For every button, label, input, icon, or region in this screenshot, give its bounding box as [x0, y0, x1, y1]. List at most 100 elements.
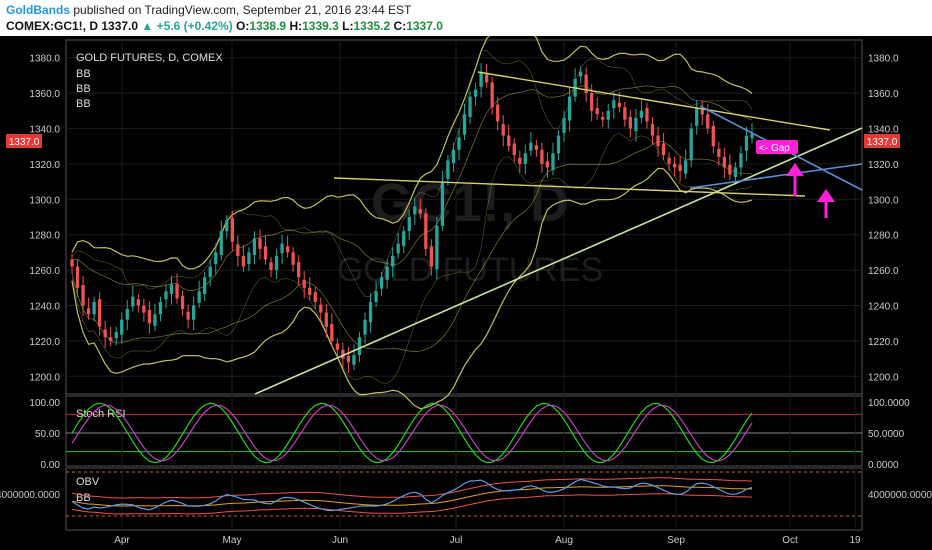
- stoch-tick-label: 50.00: [35, 429, 60, 440]
- candle-body: [186, 311, 190, 320]
- resistance-trendline[interactable]: [477, 71, 831, 131]
- arrow-up-icon[interactable]: [786, 163, 804, 196]
- candle-body: [319, 304, 323, 313]
- candle-body: [462, 114, 467, 135]
- candle-body: [617, 102, 621, 108]
- candle-body: [313, 292, 317, 302]
- candle-body: [236, 244, 240, 256]
- left-price-axis[interactable]: 1200.0 1220.0 1240.0 1260.0 1280.0 1300.0 1320…: [0, 54, 60, 501]
- y-tick-label: 1320.0: [29, 160, 60, 171]
- indicator-label-bb[interactable]: BB: [76, 68, 91, 80]
- time-axis[interactable]: Apr May Jun Jul Aug Sep Oct 19: [114, 535, 861, 546]
- candle-body: [230, 217, 234, 242]
- candle-body: [678, 164, 682, 171]
- candle-body: [540, 149, 544, 164]
- candle-body: [473, 89, 478, 97]
- candle-body: [650, 124, 655, 136]
- candle-body: [324, 312, 328, 327]
- candle-body: [672, 163, 677, 168]
- main-pane-title: GOLD FUTURES, D, COMEX: [76, 52, 223, 64]
- publish-line: GoldBands published on TradingView.com, …: [6, 3, 411, 17]
- x-tick-label: Aug: [555, 535, 573, 546]
- candle-body: [446, 160, 450, 179]
- candle-body: [219, 231, 223, 256]
- chart-svg[interactable]: GC1!, D GOLD FUTURES <- Gap GOLD FUTURES…: [0, 28, 932, 550]
- candle-body: [468, 96, 472, 117]
- candle-body: [501, 124, 505, 136]
- stoch-d-line: [71, 404, 753, 462]
- candle-body: [584, 74, 588, 94]
- candle-body: [120, 319, 124, 335]
- arrow-up-icon[interactable]: [817, 189, 835, 218]
- candle-body: [402, 231, 406, 247]
- candle-body: [191, 305, 196, 320]
- rising-trendline[interactable]: [254, 127, 863, 395]
- gap-annotation-box[interactable]: [756, 140, 798, 154]
- candle-body: [75, 266, 80, 288]
- candle-body: [302, 279, 306, 288]
- indicator-label-bb[interactable]: BB: [76, 98, 91, 110]
- candle-body: [728, 164, 732, 175]
- candle-body: [103, 329, 107, 338]
- y-tick-label: 1360.0: [29, 89, 60, 100]
- right-price-axis[interactable]: 1200.0 1220.0 1240.0 1260.0 1280.0 1300.0 1320…: [868, 54, 932, 501]
- candle-body: [147, 309, 152, 324]
- price-change: +5.6 (+0.42%): [156, 19, 233, 33]
- open-value: 1338.9: [249, 19, 287, 33]
- bollinger-bands: [71, 28, 753, 410]
- author-link[interactable]: GoldBands: [6, 3, 71, 17]
- low-label: L:: [342, 19, 354, 33]
- blue-up-line[interactable]: [689, 163, 863, 189]
- indicator-label-bb[interactable]: BB: [76, 83, 91, 95]
- obv-pane-frame: [65, 467, 863, 531]
- candle-body: [684, 160, 688, 174]
- low-value: 1335.2: [353, 19, 391, 33]
- stoch-tick-label: 0.00: [41, 460, 61, 471]
- symbol-label[interactable]: COMEX:GC1!, D: [6, 19, 99, 33]
- candle-body: [357, 337, 362, 356]
- candle-body: [391, 255, 395, 267]
- candle-body: [595, 108, 599, 115]
- candle-body: [385, 266, 389, 280]
- candle-body: [479, 71, 483, 87]
- candle-body: [711, 125, 715, 147]
- candle-body: [341, 349, 345, 359]
- candle-body: [424, 213, 428, 249]
- candle-body: [274, 255, 279, 271]
- candle-body: [208, 266, 212, 278]
- candle-body: [545, 161, 550, 168]
- bollinger-lower: [71, 167, 753, 410]
- candle-body: [379, 277, 384, 289]
- obv-bb-upper: [71, 477, 753, 499]
- candle-body: [180, 295, 185, 310]
- y-tick-label: 1380.0: [29, 54, 60, 65]
- candle-body: [280, 243, 284, 254]
- obv-tick-label: 4000000.0000: [0, 490, 60, 501]
- candle-body: [567, 96, 572, 121]
- close-label: C:: [393, 19, 407, 33]
- candle-body: [451, 149, 456, 164]
- candle-body: [269, 262, 273, 271]
- candle-body: [86, 308, 91, 315]
- y-tick-label: 1300.0: [868, 195, 899, 206]
- candle-body: [258, 238, 262, 249]
- candle-body: [164, 291, 168, 300]
- candle-body: [661, 143, 666, 156]
- candle-body: [70, 259, 74, 267]
- candle-body: [601, 116, 605, 120]
- bollinger-upper: [71, 49, 753, 297]
- candle-body: [368, 301, 373, 323]
- candle-body: [169, 284, 174, 294]
- stoch-tick-label: 100.00: [29, 398, 60, 409]
- chart-canvas[interactable]: GC1!, D GOLD FUTURES <- Gap GOLD FUTURES…: [0, 28, 932, 550]
- x-tick-label: Oct: [782, 535, 798, 546]
- y-tick-label: 1320.0: [868, 160, 899, 171]
- candle-body: [175, 284, 179, 299]
- support-trendline[interactable]: [333, 177, 806, 197]
- candle-body: [706, 114, 710, 129]
- candle-body: [285, 246, 290, 253]
- candle-body: [197, 291, 201, 303]
- obv-pane-title[interactable]: OBV: [76, 476, 100, 488]
- candle-body: [81, 285, 85, 306]
- candle-body: [109, 337, 113, 341]
